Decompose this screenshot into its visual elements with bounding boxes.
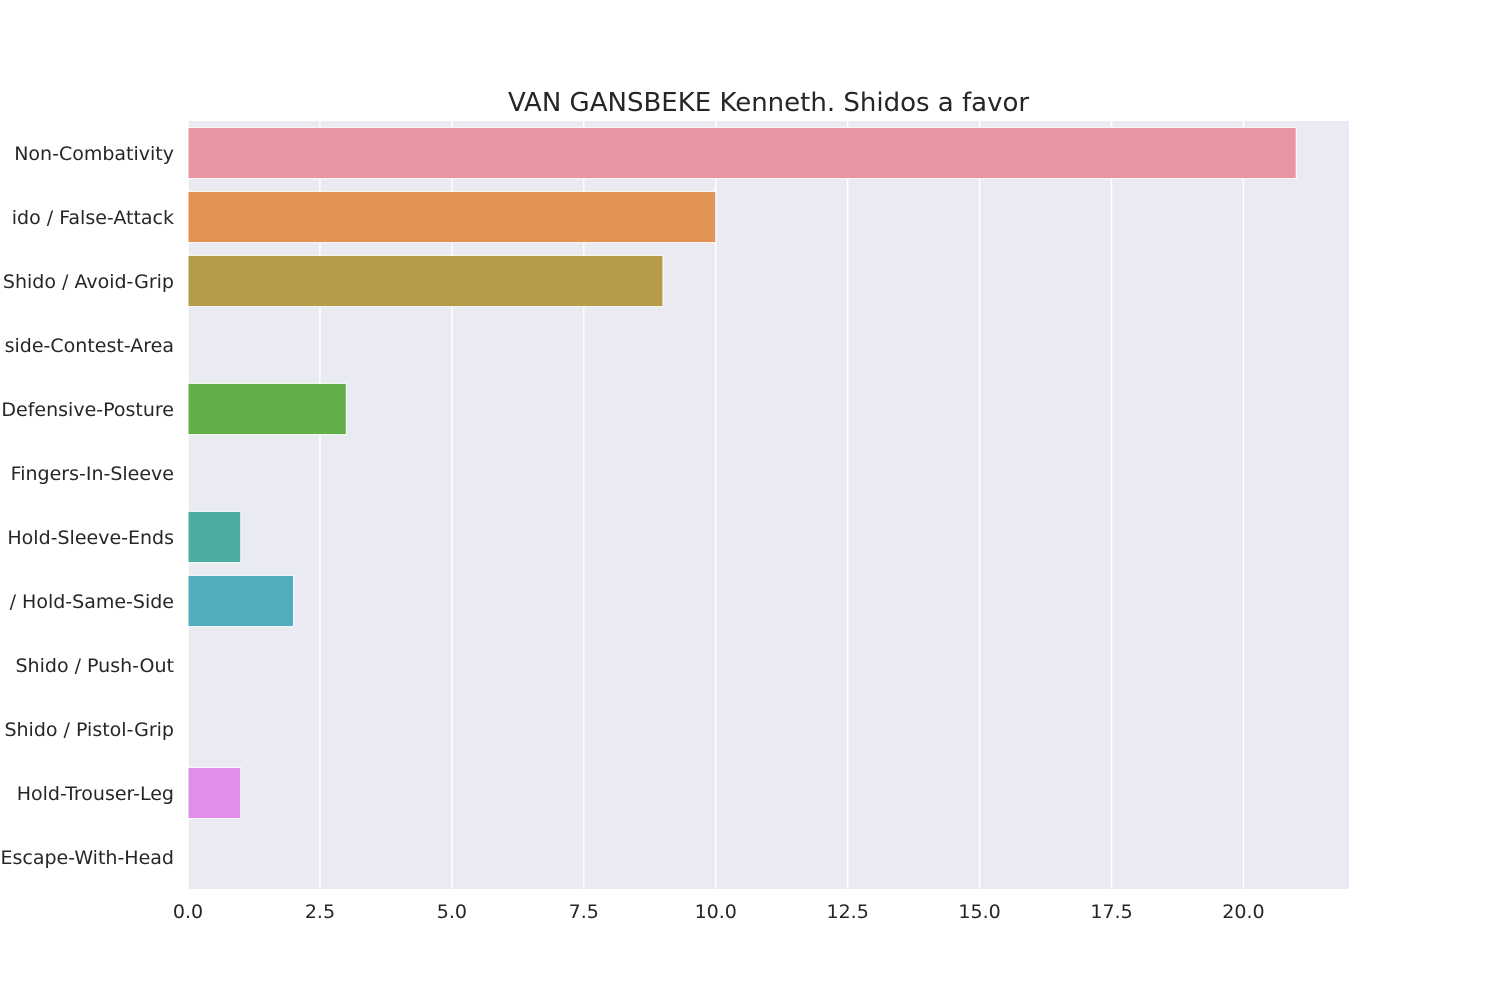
bars bbox=[187, 126, 1297, 820]
x-tick-labels: 0.0 2.5 5.0 7.5 10.0 12.5 15.0 17.5 20.0 bbox=[173, 901, 1265, 923]
y-tick-label: Hold-Sleeve-Ends bbox=[7, 527, 174, 549]
bar bbox=[187, 254, 664, 308]
y-tick-label: Shido / Pistol-Grip bbox=[4, 719, 174, 741]
x-tick-label: 15.0 bbox=[958, 901, 1000, 923]
x-tick-label: 5.0 bbox=[437, 901, 467, 923]
x-tick-label: 10.0 bbox=[695, 901, 737, 923]
y-tick-label: side-Contest-Area bbox=[5, 335, 174, 357]
x-tick-label: 17.5 bbox=[1090, 901, 1132, 923]
x-tick-label: 7.5 bbox=[569, 901, 599, 923]
y-tick-label: Escape-With-Head bbox=[0, 847, 174, 869]
y-tick-label: / Hold-Same-Side bbox=[10, 591, 174, 613]
x-tick-label: 20.0 bbox=[1222, 901, 1264, 923]
x-tick-label: 2.5 bbox=[305, 901, 335, 923]
bar bbox=[187, 382, 347, 436]
bar bbox=[187, 190, 717, 244]
y-tick-label: Shido / Push-Out bbox=[16, 655, 175, 677]
bar bbox=[187, 510, 242, 564]
y-tick-label: Non-Combativity bbox=[14, 143, 174, 165]
y-tick-label: Shido / Avoid-Grip bbox=[3, 271, 174, 293]
y-tick-label: Fingers-In-Sleeve bbox=[11, 463, 174, 485]
x-tick-label: 0.0 bbox=[173, 901, 203, 923]
x-tick-label: 12.5 bbox=[827, 901, 869, 923]
y-tick-label: Defensive-Posture bbox=[1, 399, 174, 421]
bar bbox=[187, 766, 242, 820]
bar bbox=[187, 574, 295, 628]
bar bbox=[187, 126, 1297, 180]
y-tick-label: ido / False-Attack bbox=[12, 207, 174, 229]
chart-title: VAN GANSBEKE Kenneth. Shidos a favor bbox=[508, 88, 1029, 118]
grid-lines bbox=[187, 121, 1245, 889]
plot-area bbox=[188, 121, 1349, 889]
y-tick-labels: Non-Combativity ido / False-Attack Shido /… bbox=[0, 143, 174, 869]
y-tick-label: Hold-Trouser-Leg bbox=[17, 783, 174, 805]
